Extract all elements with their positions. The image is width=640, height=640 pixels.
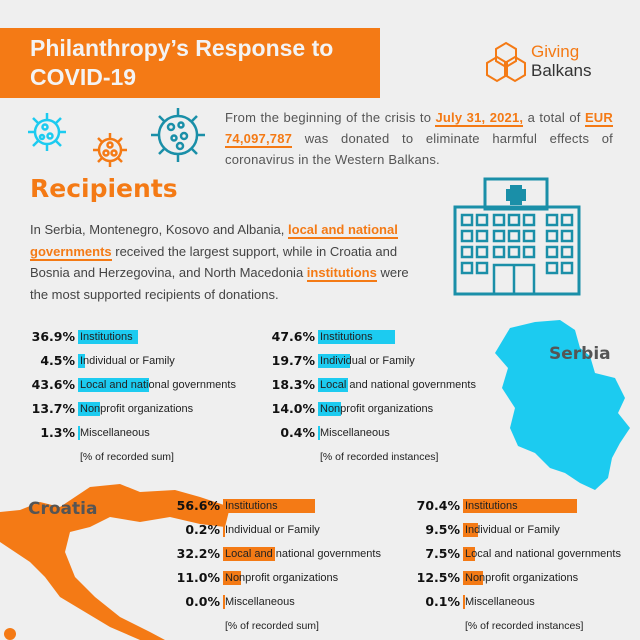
bar bbox=[223, 523, 225, 537]
category-label: Individual or Family bbox=[320, 355, 415, 367]
hospital-icon bbox=[453, 177, 581, 296]
bar bbox=[78, 426, 81, 440]
intro-text: From the beginning of the crisis to July… bbox=[225, 110, 613, 167]
bar bbox=[78, 354, 86, 368]
giving-balkans-logo: Giving Balkans bbox=[484, 40, 604, 85]
bar bbox=[463, 571, 484, 585]
bar bbox=[463, 523, 479, 537]
category-label: Miscellaneous bbox=[465, 596, 535, 608]
chart-footnote: [% of recorded instances] bbox=[465, 620, 584, 632]
bar bbox=[223, 499, 315, 513]
bar bbox=[318, 378, 348, 392]
category-label: Nonprofit organizations bbox=[80, 403, 194, 415]
category-label: Local and national governments bbox=[80, 379, 236, 391]
value-label: 0.1% bbox=[425, 594, 460, 609]
bar bbox=[318, 330, 396, 344]
logo-hexagon-icon bbox=[486, 41, 526, 83]
recipients-text: In Serbia, Montenegro, Kosovo and Albani… bbox=[30, 222, 409, 302]
page-title: Philanthropy’s Response to COVID-19 bbox=[30, 35, 334, 90]
amount-highlight: EUR 74,097,787 bbox=[225, 110, 613, 148]
bar bbox=[78, 378, 149, 392]
category-label: Institutions bbox=[320, 331, 373, 343]
value-label: 11.0% bbox=[176, 570, 220, 585]
bar bbox=[223, 595, 225, 609]
serbia-label: Serbia bbox=[549, 344, 611, 364]
value-label: 43.6% bbox=[31, 377, 75, 392]
category-label: Miscellaneous bbox=[80, 427, 150, 439]
value-label: 4.5% bbox=[40, 353, 75, 368]
value-label: 0.0% bbox=[185, 594, 220, 609]
virus-icons bbox=[28, 108, 205, 167]
value-label: 32.2% bbox=[176, 546, 220, 561]
virus-icon-teal bbox=[151, 108, 205, 162]
value-label: 12.5% bbox=[416, 570, 460, 585]
bar bbox=[318, 426, 320, 440]
bar bbox=[463, 499, 578, 513]
category-label: Local and national governments bbox=[465, 548, 621, 560]
category-label: Institutions bbox=[465, 500, 518, 512]
value-label: 56.6% bbox=[176, 498, 220, 513]
value-label: 18.3% bbox=[271, 377, 315, 392]
serbia-map bbox=[495, 320, 630, 490]
category-label: Miscellaneous bbox=[225, 596, 295, 608]
title-banner: Philanthropy’s Response to COVID-19 bbox=[0, 28, 380, 98]
chart-footnote: [% of recorded sum] bbox=[225, 620, 319, 632]
croatia-map bbox=[0, 484, 230, 640]
bar bbox=[318, 402, 341, 416]
category-label: Individual or Family bbox=[225, 524, 320, 536]
category-label: Local and national governments bbox=[225, 548, 381, 560]
bar bbox=[318, 354, 350, 368]
category-label: Miscellaneous bbox=[320, 427, 390, 439]
value-label: 14.0% bbox=[271, 401, 315, 416]
virus-icon-orange bbox=[93, 133, 127, 167]
category-label: Institutions bbox=[225, 500, 278, 512]
chart-footnote: [% of recorded instances] bbox=[320, 451, 439, 463]
category-label: Individual or Family bbox=[80, 355, 175, 367]
category-label: Nonprofit organizations bbox=[465, 572, 579, 584]
value-label: 13.7% bbox=[31, 401, 75, 416]
value-label: 36.9% bbox=[31, 329, 75, 344]
category-label: Individual or Family bbox=[465, 524, 560, 536]
category-label: Institutions bbox=[80, 331, 133, 343]
value-label: 70.4% bbox=[416, 498, 460, 513]
value-label: 19.7% bbox=[271, 353, 315, 368]
category-label: Local and national governments bbox=[320, 379, 476, 391]
bar bbox=[223, 547, 276, 561]
bar bbox=[223, 571, 241, 585]
bar bbox=[78, 330, 138, 344]
chart-footnote: [% of recorded sum] bbox=[80, 451, 174, 463]
date-highlight: July 31, 2021, bbox=[435, 110, 524, 127]
category-label: Nonprofit organizations bbox=[225, 572, 339, 584]
value-label: 0.2% bbox=[185, 522, 220, 537]
bar bbox=[463, 547, 476, 561]
value-label: 9.5% bbox=[425, 522, 460, 537]
value-label: 0.4% bbox=[280, 425, 315, 440]
value-label: 7.5% bbox=[425, 546, 460, 561]
recipients-heading: Recipients bbox=[30, 174, 178, 203]
bar bbox=[78, 402, 101, 416]
croatia-label: Croatia bbox=[28, 499, 98, 519]
value-label: 47.6% bbox=[271, 329, 315, 344]
virus-icon-cyan bbox=[28, 113, 66, 151]
bar bbox=[463, 595, 465, 609]
value-label: 1.3% bbox=[40, 425, 75, 440]
category-label: Nonprofit organizations bbox=[320, 403, 434, 415]
